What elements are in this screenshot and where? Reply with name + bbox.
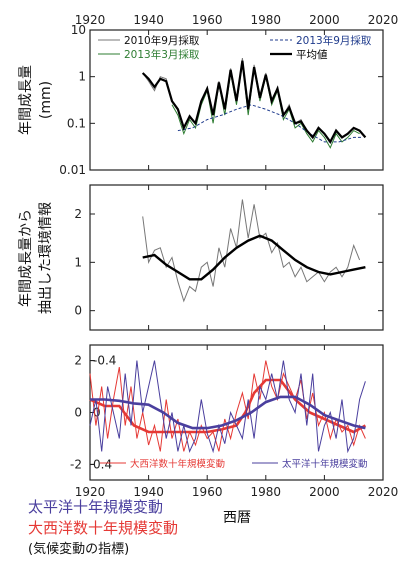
panel1-xtick-label: 1960	[192, 13, 223, 27]
caption-amo: 大西洋数十年規模変動	[28, 519, 178, 537]
panel3-legend: 大西洋数十年規模変動 太平洋十年規模変動	[100, 458, 368, 470]
panel1-ytick-label: 1	[78, 70, 86, 84]
panel2-ytick-label: 1	[74, 255, 82, 269]
panel2-ylabel-line1: 年間成長量から	[18, 209, 34, 307]
panel1-ylabel-line2: (mm)	[38, 81, 54, 119]
panel3-xtick-label: 2020	[368, 485, 399, 499]
panel3-xtick-label: 1980	[251, 485, 282, 499]
panel1-xtick-label: 2000	[309, 13, 340, 27]
panel-growth-log: 1920 1940 1960 1980 2000 2020 0.01 0.1 1 10 年間成長…	[18, 13, 398, 177]
panel2-ylabel-line2: 抽出した環境情報	[38, 202, 54, 314]
panel3-legend-label: 太平洋十年規模変動	[282, 458, 368, 470]
panel3-legend-label: 大西洋数十年規模変動	[130, 458, 225, 470]
panel2-frame	[89, 184, 384, 331]
panel1-series-3	[141, 60, 367, 145]
panel1-legend-label: 2013年9月採取	[296, 34, 372, 47]
panel3-ytick-left-label: 0	[74, 406, 82, 420]
panel3-xtick-label: 1940	[133, 485, 164, 499]
panel2-ytick-label: 2	[74, 207, 82, 221]
panel2-series-1	[142, 234, 366, 281]
panel3-ytick-right-label: 0	[93, 406, 101, 420]
panel1-legend-label: 2010年9月採取	[124, 34, 200, 47]
caption-note: (気候変動の指標)	[28, 541, 129, 557]
panel3-series-2	[89, 360, 366, 454]
panel2-series-0	[142, 199, 361, 303]
panel1-series-2	[177, 104, 363, 143]
panel3-xtick-label: 1920	[75, 485, 106, 499]
panel1-ytick-label: 0.1	[67, 116, 86, 130]
panel3-xtick-label: 1960	[192, 485, 223, 499]
panel1-ytick-label: 10	[71, 23, 86, 37]
xaxis-label: 西暦	[223, 510, 251, 526]
panel1-legend-label: 平均値	[296, 48, 328, 61]
panel3-xtick-label: 2000	[309, 485, 340, 499]
panel1-xtick-label: 1940	[133, 13, 164, 27]
panel3-ytick-right-label: 0.4	[93, 457, 112, 471]
panel1-ylabel-line1: 年間成長量	[18, 65, 34, 135]
panel1-legend-label: 2013年3月採取	[124, 48, 200, 61]
panel3-ytick-right-label: -0.4	[93, 354, 116, 368]
panel1-ytick-label: 0.01	[59, 163, 86, 177]
panel-environment-info: 0 1 2 年間成長量から 抽出した環境情報	[18, 184, 384, 331]
panel2-ytick-label: 0	[74, 304, 82, 318]
caption-pdo: 太平洋十年規模変動	[28, 498, 163, 516]
panel-climate-indices: 2 0 -2 -0.4 0 0.4 1920 1940 1960 1980 2000 2020 大…	[70, 344, 399, 526]
panel3-ytick-left-label: 2	[74, 354, 82, 368]
panel3-ytick-left-label: -2	[70, 457, 82, 471]
panel1-xtick-label: 2020	[368, 13, 399, 27]
panel1-series-0	[142, 58, 355, 143]
panel1-xtick-label: 1980	[251, 13, 282, 27]
panel1-xtick-label: 1920	[75, 13, 106, 27]
panel1-frame	[89, 29, 384, 171]
panel3-series-0	[89, 360, 366, 452]
panel3-series-3	[90, 395, 366, 430]
